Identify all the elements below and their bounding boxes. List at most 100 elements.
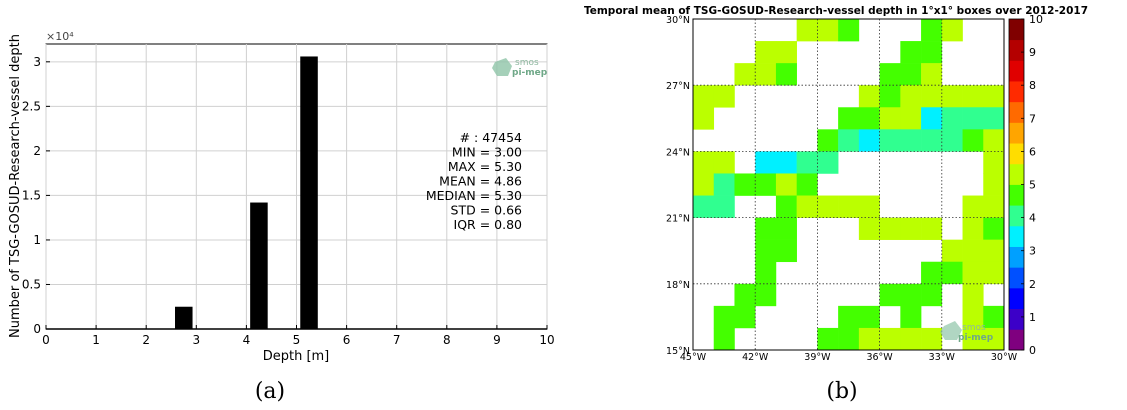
colorbar-tick-label: 10	[1029, 13, 1043, 26]
heatmap-cell	[921, 63, 943, 86]
heatmap-cell	[838, 19, 860, 42]
histogram-stat-line: IQR = 0.80	[454, 217, 523, 232]
colorbar-segment	[1009, 184, 1024, 206]
heatmap-cell	[900, 41, 922, 64]
colorbar-segment	[1009, 81, 1024, 103]
histogram-logo: smos pi-mep	[492, 58, 548, 78]
colorbar-tick-label: 1	[1029, 311, 1036, 324]
heatmap-cell	[713, 151, 735, 174]
heatmap-cell	[900, 327, 922, 351]
histogram-stat-line: MEDIAN = 5.30	[426, 188, 522, 203]
histogram-x-tick-label: 8	[443, 333, 451, 347]
histogram-stat-line: # : 47454	[460, 130, 522, 145]
histogram-x-tick-label: 1	[92, 333, 100, 347]
colorbar-tick-label: 4	[1029, 212, 1036, 225]
colorbar-segment	[1009, 122, 1024, 144]
colorbar-segment	[1009, 19, 1024, 41]
histogram-x-tick-label: 6	[343, 333, 351, 347]
colorbar-tick-label: 5	[1029, 179, 1036, 192]
heatmap-cell	[921, 41, 943, 64]
heatmap-cell	[838, 129, 860, 152]
heatmap-cell	[817, 19, 839, 42]
histogram-y-multiplier: ×10⁴	[46, 30, 74, 43]
colorbar-segment	[1009, 39, 1024, 61]
heatmap-cell	[858, 107, 880, 130]
heatmap-cell	[775, 239, 797, 263]
heatmap-cell	[900, 107, 922, 130]
heatmap-y-tick-label: 18°N	[666, 280, 690, 291]
heatmap-cell	[755, 63, 777, 86]
heatmap-cells	[693, 19, 1005, 351]
heatmap-cell	[693, 195, 715, 218]
heatmap-x-tick-label: 33°W	[929, 352, 956, 363]
heatmap-cell	[900, 283, 922, 307]
colorbar-segment	[1009, 205, 1024, 227]
histogram-x-tick-label: 7	[393, 333, 401, 347]
heatmap-cell	[713, 327, 735, 351]
heatmap-cell	[941, 239, 963, 263]
heatmap-cell	[983, 239, 1005, 263]
histogram-bar	[300, 56, 318, 329]
heatmap-cell	[879, 129, 901, 152]
heatmap-cell	[796, 195, 818, 218]
smos-logo-icon	[492, 58, 512, 76]
heatmap-cell	[983, 151, 1005, 174]
colorbar-tick-label: 6	[1029, 145, 1036, 158]
heatmap-cell	[755, 283, 777, 307]
heatmap-cell	[713, 173, 735, 196]
heatmap-x-tick-label: 39°W	[804, 352, 831, 363]
histogram-y-tick-label: 0	[33, 322, 41, 336]
heatmap-cell	[775, 151, 797, 174]
histogram-x-ticks: 0 1 2 3 4 5 6 7 8 9 10	[42, 325, 555, 347]
heatmap-cell	[858, 217, 880, 240]
histogram-stat-line: MIN = 3.00	[452, 145, 522, 160]
colorbar-segment	[1009, 60, 1024, 82]
histogram-y-tick-label: 1	[33, 233, 41, 247]
heatmap-cell	[713, 195, 735, 218]
heatmap-cell	[775, 195, 797, 218]
histogram-y-tick-label: 0.5	[22, 277, 41, 291]
heatmap-cell	[838, 195, 860, 218]
histogram-x-tick-label: 4	[243, 333, 251, 347]
heatmap-cell	[879, 217, 901, 240]
heatmap-cell	[693, 173, 715, 196]
heatmap-cell	[921, 283, 943, 307]
histogram-x-tick-label: 0	[42, 333, 50, 347]
heatmap-cell	[755, 217, 777, 240]
heatmap-cell	[983, 217, 1005, 240]
heatmap-cell	[755, 173, 777, 196]
heatmap-x-tick-label: 30°W	[991, 352, 1018, 363]
histogram-bar	[175, 306, 193, 329]
heatmap-cell	[817, 129, 839, 152]
heatmap-cell	[962, 217, 984, 240]
histogram-x-tick-label: 3	[192, 333, 200, 347]
heatmap-cell	[921, 85, 943, 108]
smos-logo-icon	[940, 321, 962, 340]
histogram-stat-line: MEAN = 4.86	[439, 174, 522, 189]
heatmap-x-tick-label: 45°W	[680, 352, 707, 363]
heatmap-cell	[693, 107, 715, 130]
histogram-y-ticks: 0 0.5 1 1.5 2 2.5 3	[22, 55, 50, 336]
histogram-x-tick-label: 10	[539, 333, 554, 347]
heatmap-cell	[838, 305, 860, 329]
colorbar-segment	[1009, 267, 1024, 289]
heatmap-cell	[983, 261, 1005, 285]
caption-a: (a)	[255, 379, 285, 404]
heatmap-cell	[693, 85, 715, 108]
colorbar-tick-label: 0	[1029, 344, 1036, 357]
heatmap-cell	[858, 327, 880, 351]
histogram-y-tick-label: 2.5	[22, 99, 41, 113]
heatmap-cell	[693, 151, 715, 174]
heatmap-x-tick-label: 36°W	[866, 352, 893, 363]
heatmap-cell	[755, 261, 777, 285]
heatmap-cell	[775, 41, 797, 64]
heatmap-y-tick-label: 15°N	[666, 346, 690, 357]
heatmap-cell	[838, 107, 860, 130]
colorbar-segment	[1009, 225, 1024, 247]
heatmap-y-tick-label: 24°N	[666, 147, 690, 158]
heatmap-panel: Temporal mean of TSG-GOSUD-Research-vess…	[584, 5, 1088, 363]
heatmap-cell	[817, 327, 839, 351]
heatmap-cell	[879, 327, 901, 351]
histogram-bar	[250, 202, 268, 329]
heatmap-cell	[900, 305, 922, 329]
